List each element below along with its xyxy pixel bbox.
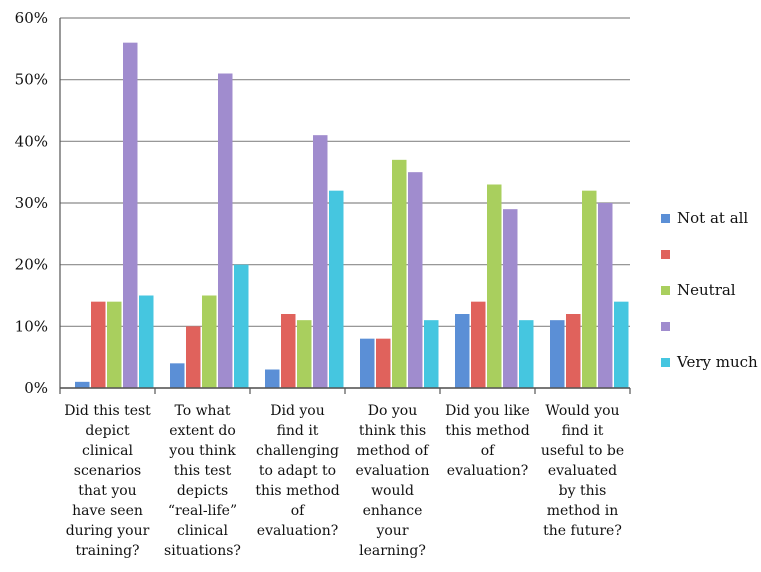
y-tick-label: 20% xyxy=(15,256,48,274)
category-label: this method xyxy=(255,483,339,499)
category-label: of xyxy=(291,503,306,519)
y-tick-label: 40% xyxy=(15,132,48,150)
category-label: this test xyxy=(174,463,232,479)
y-tick-label: 60% xyxy=(15,9,48,27)
category-label: evaluation xyxy=(356,463,430,479)
bar xyxy=(313,135,328,388)
legend-swatch xyxy=(661,286,670,295)
category-label: during your xyxy=(66,523,150,539)
legend-label: Very much xyxy=(676,353,758,371)
category-label: learning? xyxy=(359,543,426,559)
category-label: evaluation? xyxy=(257,523,338,539)
category-label: To what xyxy=(174,403,230,419)
bar xyxy=(234,264,249,388)
axis xyxy=(59,18,631,394)
bar xyxy=(424,320,439,388)
category-labels: Did this test depict clinical scenarios that… xyxy=(64,403,624,559)
category-label: find it xyxy=(562,423,604,439)
category-label: training? xyxy=(75,543,139,559)
bar xyxy=(329,190,344,388)
category-label: challenging xyxy=(256,443,339,459)
category-label: method of xyxy=(357,443,430,459)
bar xyxy=(297,320,312,388)
category-label: would xyxy=(371,483,414,499)
y-tick-label: 0% xyxy=(24,379,48,397)
category-label: enhance xyxy=(363,503,423,519)
gridlines xyxy=(60,17,630,389)
category-label: useful to be xyxy=(541,443,624,459)
legend-swatch xyxy=(661,214,670,223)
legend: Not at all Neutral Very much xyxy=(661,209,758,371)
bar xyxy=(487,184,502,388)
y-tick-label: 50% xyxy=(15,71,48,89)
bar xyxy=(265,369,280,388)
bars xyxy=(75,42,629,389)
category-label: clinical xyxy=(82,443,133,459)
category-label: evaluated xyxy=(548,463,617,479)
y-tick-labels: 0% 10% 20% 30% 40% 50% 60% xyxy=(15,9,48,397)
y-tick-label: 10% xyxy=(15,317,48,335)
category-label: think this xyxy=(359,423,426,439)
bar xyxy=(75,381,90,388)
category-label: depict xyxy=(85,423,130,439)
bar xyxy=(582,190,597,388)
category-label: find it xyxy=(277,423,319,439)
category-label: to adapt to xyxy=(259,463,336,479)
bar xyxy=(281,314,296,388)
category-label: by this xyxy=(559,483,607,499)
category-label: method in xyxy=(547,503,619,519)
bar xyxy=(107,301,122,388)
category-label: the future? xyxy=(543,523,622,539)
bar xyxy=(566,314,581,388)
bar xyxy=(455,314,470,388)
bar xyxy=(91,301,106,388)
bar xyxy=(218,73,233,388)
bar xyxy=(519,320,534,388)
category-label: your xyxy=(375,523,408,539)
category-label: Do you xyxy=(368,403,417,419)
bar xyxy=(408,172,423,388)
category-label: depicts xyxy=(177,483,228,499)
legend-label: Neutral xyxy=(677,281,736,299)
legend-swatch xyxy=(661,358,670,367)
category-label: clinical xyxy=(177,523,228,539)
category-label: “real-life” xyxy=(168,503,237,519)
bar xyxy=(139,295,154,388)
y-tick-label: 30% xyxy=(15,194,48,212)
bar xyxy=(503,209,518,388)
category-label: Did this test xyxy=(64,403,151,419)
category-label: Did you xyxy=(270,403,324,419)
legend-swatch xyxy=(661,250,670,259)
bar xyxy=(550,320,565,388)
bar xyxy=(471,301,486,388)
legend-label: Not at all xyxy=(677,209,748,227)
bar xyxy=(614,301,629,388)
category-label: Would you xyxy=(545,403,619,419)
category-label: Did you like xyxy=(445,403,530,419)
category-label: situations? xyxy=(164,543,241,559)
bar xyxy=(598,203,613,388)
category-label: of xyxy=(481,443,496,459)
bar xyxy=(202,295,217,388)
category-label: evaluation? xyxy=(447,463,528,479)
category-label: that you xyxy=(78,483,136,499)
category-label: extent do xyxy=(169,423,236,439)
category-label: scenarios xyxy=(74,463,141,479)
bar xyxy=(376,338,391,388)
category-label: have seen xyxy=(72,503,143,519)
legend-swatch xyxy=(661,322,670,331)
bar xyxy=(123,42,138,389)
category-label: you think xyxy=(168,443,236,459)
category-label: this method xyxy=(445,423,529,439)
bar xyxy=(170,363,185,388)
bar xyxy=(392,159,407,388)
bar xyxy=(360,338,375,388)
bar xyxy=(186,326,201,388)
